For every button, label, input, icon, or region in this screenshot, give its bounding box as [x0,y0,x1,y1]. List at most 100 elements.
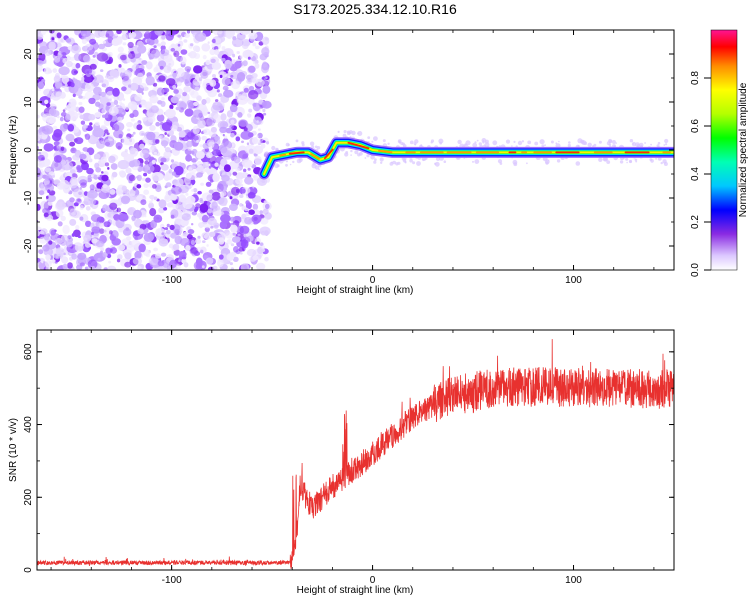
trace-halo-blob [285,142,290,147]
noise-blob [193,101,199,107]
noise-blob [209,79,217,87]
noise-blob [155,121,161,127]
noise-blob [239,203,243,207]
noise-blob [60,146,65,152]
noise-blob [46,195,49,199]
noise-blob [100,247,104,252]
noise-blob [134,94,143,102]
noise-blob [240,130,252,140]
trace-halo-blob [465,140,471,146]
noise-blob [43,143,54,152]
snr-frame [36,329,675,571]
x-tick-label: 0 [370,575,376,586]
noise-blob [247,167,251,171]
noise-blob [193,188,198,193]
noise-blob [88,97,96,105]
noise-blob [75,62,81,69]
noise-blob [69,208,77,217]
noise-blob [182,232,189,237]
colorbar-tick-label: 0.2 [690,215,701,229]
noise-blob [55,91,63,99]
noise-blob [178,250,187,258]
noise-blob [194,251,200,256]
noise-blob [251,73,258,79]
noise-blob [211,201,218,209]
noise-blob [70,147,77,154]
trace-halo-blob [357,131,363,136]
snr-y-ticks: 0 200 400 600 [23,343,674,573]
noise-blob [37,145,40,151]
noise-blob [112,71,120,79]
noise-blob [226,253,235,261]
noise-blob [216,89,220,93]
noise-blob [247,192,256,199]
noise-blob [240,188,246,194]
noise-blob [236,225,244,235]
noise-blob [122,75,129,81]
trace-halo-blob [364,157,367,159]
noise-blob [240,239,249,249]
trace-halo-blob [373,160,377,164]
noise-blob [212,101,223,111]
noise-blob [94,74,104,84]
noise-blob [248,108,253,113]
noise-blob [128,188,136,197]
noise-blob [117,244,126,251]
y-tick-label: 600 [23,343,34,360]
noise-blob [176,126,183,132]
noise-blob [243,87,249,93]
noise-blob [144,160,149,165]
noise-blob [107,75,115,83]
noise-blob [74,137,84,145]
noise-blob [90,232,95,235]
noise-blob [226,33,233,40]
noise-blob [53,75,61,83]
noise-blob [241,159,253,168]
noise-blob [79,262,85,267]
noise-blob [166,223,170,228]
noise-blob [220,214,231,223]
noise-blob [264,257,269,262]
noise-blob [214,162,219,167]
noise-blob [89,184,95,191]
noise-blob [139,143,145,149]
noise-blob [137,266,142,270]
noise-blob [83,73,94,83]
noise-blob [145,219,149,224]
noise-blob [142,164,155,174]
y-tick-label: 20 [23,48,34,60]
trace-halo-blob [337,130,340,133]
noise-blob [44,49,52,56]
noise-blob [261,63,269,74]
noise-blob [39,30,47,36]
noise-blob [130,239,141,248]
noise-blob [239,252,243,255]
trace-halo-blob [392,160,397,165]
trace-halo-blob [343,130,347,134]
noise-blob [42,207,50,214]
trace-halo-blob [657,157,662,161]
noise-blob [222,123,226,127]
noise-blob [67,124,75,132]
noise-blob [239,55,243,59]
noise-blob [109,230,113,235]
noise-blob [75,106,80,113]
noise-blob [191,211,197,216]
trace-halo-blob [611,140,616,144]
noise-blob [51,88,55,92]
noise-blob [99,95,110,105]
noise-blob [186,195,196,204]
noise-blob [170,124,178,132]
noise-blob [69,56,75,61]
noise-blob [63,203,66,206]
trace-halo-blob [513,140,516,143]
noise-blob [95,101,101,107]
noise-blob [187,146,193,151]
noise-blob [62,263,68,270]
noise-blob [252,61,256,65]
noise-blob [171,193,178,201]
noise-blob [223,202,227,207]
noise-blob [222,133,225,137]
noise-blob [102,184,108,189]
noise-blob [158,207,165,214]
